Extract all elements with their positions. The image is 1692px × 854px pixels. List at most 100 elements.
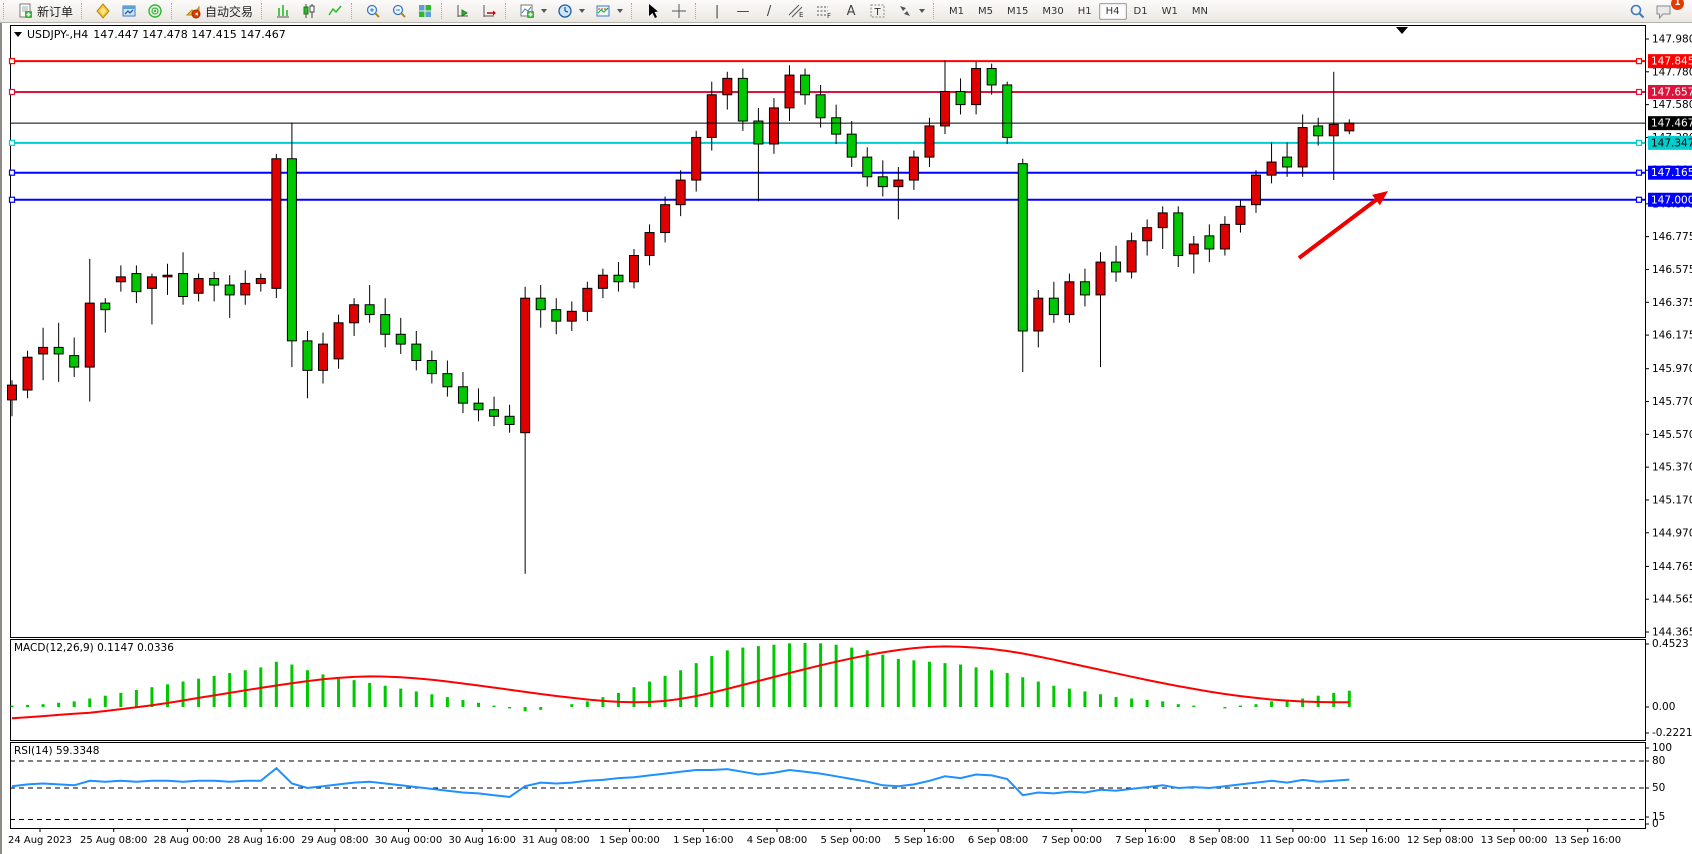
autotrade-button[interactable]: 自动交易 — [180, 1, 258, 21]
svg-text:146.175: 146.175 — [1652, 330, 1692, 342]
periods-caret-icon — [579, 9, 586, 13]
tf-button-h4[interactable]: H4 — [1098, 2, 1127, 20]
tf-button-m15[interactable]: M15 — [1007, 5, 1029, 17]
svg-text:0.4523: 0.4523 — [1652, 638, 1689, 650]
arrows-tool-button[interactable] — [892, 1, 930, 21]
trendline-tool-button[interactable]: / — [756, 1, 782, 21]
candlestick-chart-button[interactable] — [296, 1, 322, 21]
text-tool-button[interactable]: A — [838, 1, 864, 21]
periods-button[interactable] — [552, 1, 590, 21]
tf-button-mn[interactable]: MN — [1191, 5, 1208, 17]
label-tool-icon: T — [870, 4, 885, 18]
chart-shift-button[interactable] — [476, 1, 502, 21]
navigator-icon — [148, 4, 162, 18]
macd-histogram — [10, 643, 1351, 712]
svg-text:147.657: 147.657 — [1651, 86, 1692, 98]
indicators-button[interactable] — [514, 1, 552, 21]
zoom-out-button[interactable] — [386, 1, 412, 21]
arrows-tool-icon — [900, 6, 911, 16]
candles-layer — [7, 60, 1355, 574]
svg-text:13 Sep 00:00: 13 Sep 00:00 — [1481, 835, 1548, 846]
svg-text:144.365: 144.365 — [1652, 627, 1692, 639]
time-axis[interactable]: 24 Aug 2023 25 Aug 08:00 28 Aug 00:00 28 Au… — [8, 828, 1621, 846]
chart-shift-marker[interactable] — [1396, 27, 1408, 34]
bar-chart-button[interactable] — [270, 1, 296, 21]
tf-button-m1[interactable]: M1 — [949, 5, 965, 17]
svg-text:7 Sep 00:00: 7 Sep 00:00 — [1042, 835, 1102, 846]
svg-text:147.000: 147.000 — [1651, 194, 1692, 206]
candlestick-chart-icon — [303, 4, 315, 18]
svg-text:30 Aug 16:00: 30 Aug 16:00 — [448, 835, 515, 846]
horizontal-line-objects[interactable] — [8, 58, 1646, 203]
data-window-button[interactable] — [116, 1, 142, 21]
fibonacci-tool-button[interactable]: F — [810, 1, 838, 21]
crosshair-tool-button[interactable] — [666, 1, 692, 21]
svg-text:0: 0 — [1652, 818, 1659, 830]
navigator-button[interactable] — [142, 1, 168, 21]
svg-text:T: T — [874, 7, 882, 18]
tf-button-d1[interactable]: D1 — [1133, 5, 1148, 17]
svg-text:145.970: 145.970 — [1652, 363, 1692, 375]
horizontal-line-tool-button[interactable]: — — [730, 1, 756, 21]
tf-button-w1[interactable]: W1 — [1161, 5, 1178, 17]
chat-bubble-icon — [1656, 5, 1671, 19]
tf-button-h1[interactable]: H1 — [1077, 5, 1092, 17]
auto-scroll-icon — [457, 5, 469, 17]
annotation-arrow[interactable] — [1297, 195, 1382, 260]
svg-text:147.845: 147.845 — [1651, 56, 1692, 68]
pane-border — [10, 742, 1646, 829]
toolbar-grip — [3, 3, 9, 19]
market-watch-button[interactable] — [90, 1, 116, 21]
line-chart-button[interactable] — [322, 1, 348, 21]
channel-tool-button[interactable]: E — [782, 1, 810, 21]
svg-text:147.347: 147.347 — [1651, 137, 1692, 149]
svg-text:28 Aug 00:00: 28 Aug 00:00 — [154, 835, 221, 846]
svg-text:7 Sep 16:00: 7 Sep 16:00 — [1115, 835, 1175, 846]
chart-window: 147.980147.780147.580147.380147.180146.9… — [0, 22, 1692, 854]
autotrade-label: 自动交易 — [205, 4, 254, 19]
tile-windows-button[interactable] — [412, 1, 438, 21]
search-button[interactable] — [1624, 1, 1650, 21]
vertical-line-icon: | — [714, 3, 720, 19]
text-tool-icon: A — [846, 3, 856, 19]
zoom-out-icon — [392, 4, 406, 18]
zoom-in-button[interactable] — [360, 1, 386, 21]
svg-text:4 Sep 08:00: 4 Sep 08:00 — [747, 835, 807, 846]
chart-title-symbol: USDJPY-,H4 — [27, 28, 89, 41]
auto-scroll-button[interactable] — [450, 1, 476, 21]
horizontal-line-icon: — — [736, 3, 750, 19]
annotation-arrow-head — [1372, 191, 1388, 206]
new-order-button[interactable]: 新订单 — [12, 1, 78, 21]
svg-text:E: E — [799, 11, 803, 19]
label-tool-button[interactable]: T — [864, 1, 892, 21]
periods-clock-icon — [558, 4, 572, 18]
tf-button-m5[interactable]: M5 — [978, 5, 994, 17]
chart-canvas[interactable]: 147.980147.780147.580147.380147.180146.9… — [2, 22, 1692, 854]
crosshair-icon — [672, 4, 687, 18]
svg-text:8 Sep 08:00: 8 Sep 08:00 — [1189, 835, 1249, 846]
svg-text:144.765: 144.765 — [1652, 561, 1692, 573]
macd-label: MACD(12,26,9) 0.1147 0.0336 — [14, 642, 174, 654]
macd-signal-line — [11, 645, 1350, 720]
svg-text:146.575: 146.575 — [1652, 264, 1692, 276]
svg-text:13 Sep 16:00: 13 Sep 16:00 — [1554, 835, 1621, 846]
new-order-icon — [19, 3, 32, 18]
svg-text:29 Aug 08:00: 29 Aug 08:00 — [301, 835, 368, 846]
svg-text:147.780: 147.780 — [1652, 66, 1692, 78]
data-window-icon — [122, 5, 136, 17]
rsi-level-lines — [10, 760, 1645, 820]
svg-text:147.165: 147.165 — [1651, 167, 1692, 179]
tf-button-m30[interactable]: M30 — [1042, 5, 1064, 17]
search-icon — [1630, 4, 1645, 19]
channel-icon: E — [788, 4, 803, 19]
cursor-tool-button[interactable] — [640, 1, 666, 21]
templates-button[interactable] — [590, 1, 628, 21]
svg-text:15: 15 — [1652, 811, 1665, 823]
notifications-button[interactable]: 1 — [1650, 0, 1684, 21]
vertical-line-tool-button[interactable]: | — [704, 1, 730, 21]
svg-text:145.170: 145.170 — [1652, 494, 1692, 506]
svg-text:147.980: 147.980 — [1652, 34, 1692, 46]
svg-text:145.370: 145.370 — [1652, 462, 1692, 474]
svg-text:28 Aug 16:00: 28 Aug 16:00 — [227, 835, 294, 846]
svg-text:144.565: 144.565 — [1652, 594, 1692, 606]
